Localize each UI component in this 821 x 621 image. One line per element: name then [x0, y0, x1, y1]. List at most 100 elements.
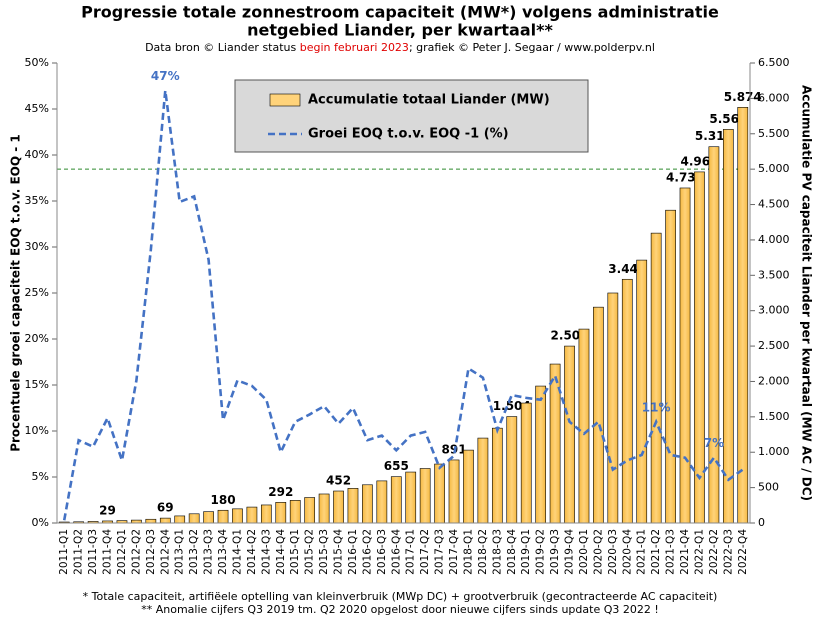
legend-box — [234, 79, 589, 153]
bar — [217, 509, 229, 524]
x-tick-label: 2011-Q1 — [58, 529, 70, 575]
x-tick-label: 2019-Q1 — [520, 529, 532, 575]
bar — [708, 146, 720, 524]
x-tick-label: 2013-Q3 — [203, 529, 215, 575]
x-tick-label: 2017-Q3 — [434, 529, 446, 575]
bar-value-label: 655 — [384, 459, 409, 473]
x-tick-label: 2013-Q4 — [217, 529, 229, 575]
bar — [434, 463, 445, 524]
bar — [679, 187, 691, 524]
legend-swatch — [269, 93, 301, 107]
y-tick-label: 40% — [25, 148, 49, 161]
footnote: * Totale capaciteit, artifiëele optellin… — [83, 590, 718, 603]
bar — [376, 480, 388, 524]
bar — [535, 385, 547, 524]
x-tick-label: 2022-Q2 — [708, 529, 720, 575]
y-tick-label: 20% — [25, 332, 49, 345]
bar — [491, 427, 503, 524]
legend-label: Accumulatie totaal Liander (MW) — [308, 93, 550, 108]
y2-tick-label: 5.500 — [758, 127, 790, 140]
subtitle-part: Data bron © Liander status — [145, 41, 300, 54]
bar — [463, 449, 474, 524]
x-tick-label: 2014-Q1 — [231, 529, 243, 575]
y-tick-label: 50% — [25, 56, 49, 69]
x-tick-label: 2012-Q3 — [145, 529, 157, 575]
x-tick-label: 2022-Q4 — [737, 529, 749, 575]
chart-title: Progressie totale zonnestroom capaciteit… — [81, 3, 719, 22]
subtitle-part: begin februari 2023 — [300, 41, 409, 54]
y2-tick-label: 4.000 — [758, 233, 790, 246]
bar — [405, 471, 417, 524]
x-tick-label: 2018-Q2 — [477, 529, 489, 575]
bar — [607, 292, 619, 524]
x-tick-label: 2014-Q4 — [275, 529, 287, 575]
x-tick-label: 2020-Q1 — [578, 529, 590, 575]
x-tick-label: 2018-Q1 — [462, 529, 474, 575]
x-tick-label: 2012-Q1 — [116, 529, 128, 575]
x-tick-label: 2020-Q4 — [621, 529, 633, 575]
x-tick-label: 2019-Q3 — [549, 529, 561, 575]
y-tick-label: 0% — [32, 516, 49, 529]
bar — [520, 402, 532, 524]
y-tick-label: 25% — [25, 286, 49, 299]
bar — [621, 278, 633, 524]
x-tick-label: 2015-Q4 — [333, 529, 345, 575]
y-axis-label: Procentuele groei capaciteit EOQ t.o.v. … — [9, 134, 23, 452]
bar — [506, 416, 518, 524]
y-tick-label: 5% — [32, 470, 49, 483]
bar — [665, 209, 676, 524]
bar-value-label: 452 — [326, 474, 351, 488]
bar — [593, 306, 604, 524]
bar — [578, 328, 590, 524]
y-tick-label: 10% — [25, 424, 49, 437]
y2-tick-label: 4.500 — [758, 198, 790, 211]
x-tick-label: 2021-Q1 — [636, 529, 648, 575]
line — [62, 90, 744, 521]
x-tick-label: 2014-Q2 — [246, 529, 258, 575]
x-tick-label: 2016-Q3 — [376, 529, 388, 575]
x-tick-label: 2022-Q3 — [722, 529, 734, 575]
bar — [694, 171, 705, 524]
x-tick-label: 2011-Q2 — [73, 529, 85, 575]
bar — [318, 493, 330, 524]
line-value-label: 11% — [642, 400, 671, 414]
y2-tick-label: 5.000 — [758, 162, 790, 175]
x-tick-label: 2016-Q4 — [390, 529, 402, 575]
bar — [159, 517, 171, 524]
y2-tick-label: 1.500 — [758, 410, 790, 423]
x-tick-label: 2017-Q4 — [448, 529, 460, 575]
x-tick-label: 2021-Q4 — [679, 529, 691, 575]
bar — [636, 259, 648, 524]
x-tick-label: 2020-Q2 — [592, 529, 604, 575]
bar — [448, 459, 460, 524]
bar — [260, 504, 272, 524]
bar — [564, 345, 575, 524]
bar-value-label: 69 — [157, 501, 174, 515]
legend-label: Groei EOQ t.o.v. EOQ -1 (%) — [308, 127, 509, 142]
bar-value-label: 180 — [211, 493, 236, 507]
y2-tick-label: 6.500 — [758, 56, 790, 69]
x-tick-label: 2015-Q1 — [289, 529, 301, 575]
x-tick-label: 2018-Q4 — [506, 529, 518, 575]
bar — [304, 497, 316, 524]
x-tick-label: 2014-Q3 — [260, 529, 272, 575]
x-tick-label: 2017-Q1 — [405, 529, 417, 575]
x-tick-label: 2015-Q2 — [304, 529, 316, 575]
bar — [232, 508, 243, 524]
bar — [419, 468, 431, 524]
x-tick-label: 2013-Q2 — [188, 529, 200, 575]
x-tick-label: 2013-Q1 — [174, 529, 186, 575]
y2-tick-label: 3.000 — [758, 304, 790, 317]
y-tick-label: 45% — [25, 102, 49, 115]
x-tick-label: 2012-Q2 — [130, 529, 142, 575]
chart-subtitle: Data bron © Liander status begin februar… — [145, 41, 655, 54]
y-tick-label: 15% — [25, 378, 49, 391]
x-tick-label: 2019-Q2 — [535, 529, 547, 575]
bar — [275, 502, 287, 524]
chart-title: netgebied Liander, per kwartaal** — [247, 21, 553, 40]
y2-tick-label: 2.000 — [758, 374, 790, 387]
bar — [188, 513, 200, 524]
footnote: ** Anomalie cijfers Q3 2019 tm. Q2 2020 … — [141, 603, 659, 616]
bar — [289, 500, 301, 524]
